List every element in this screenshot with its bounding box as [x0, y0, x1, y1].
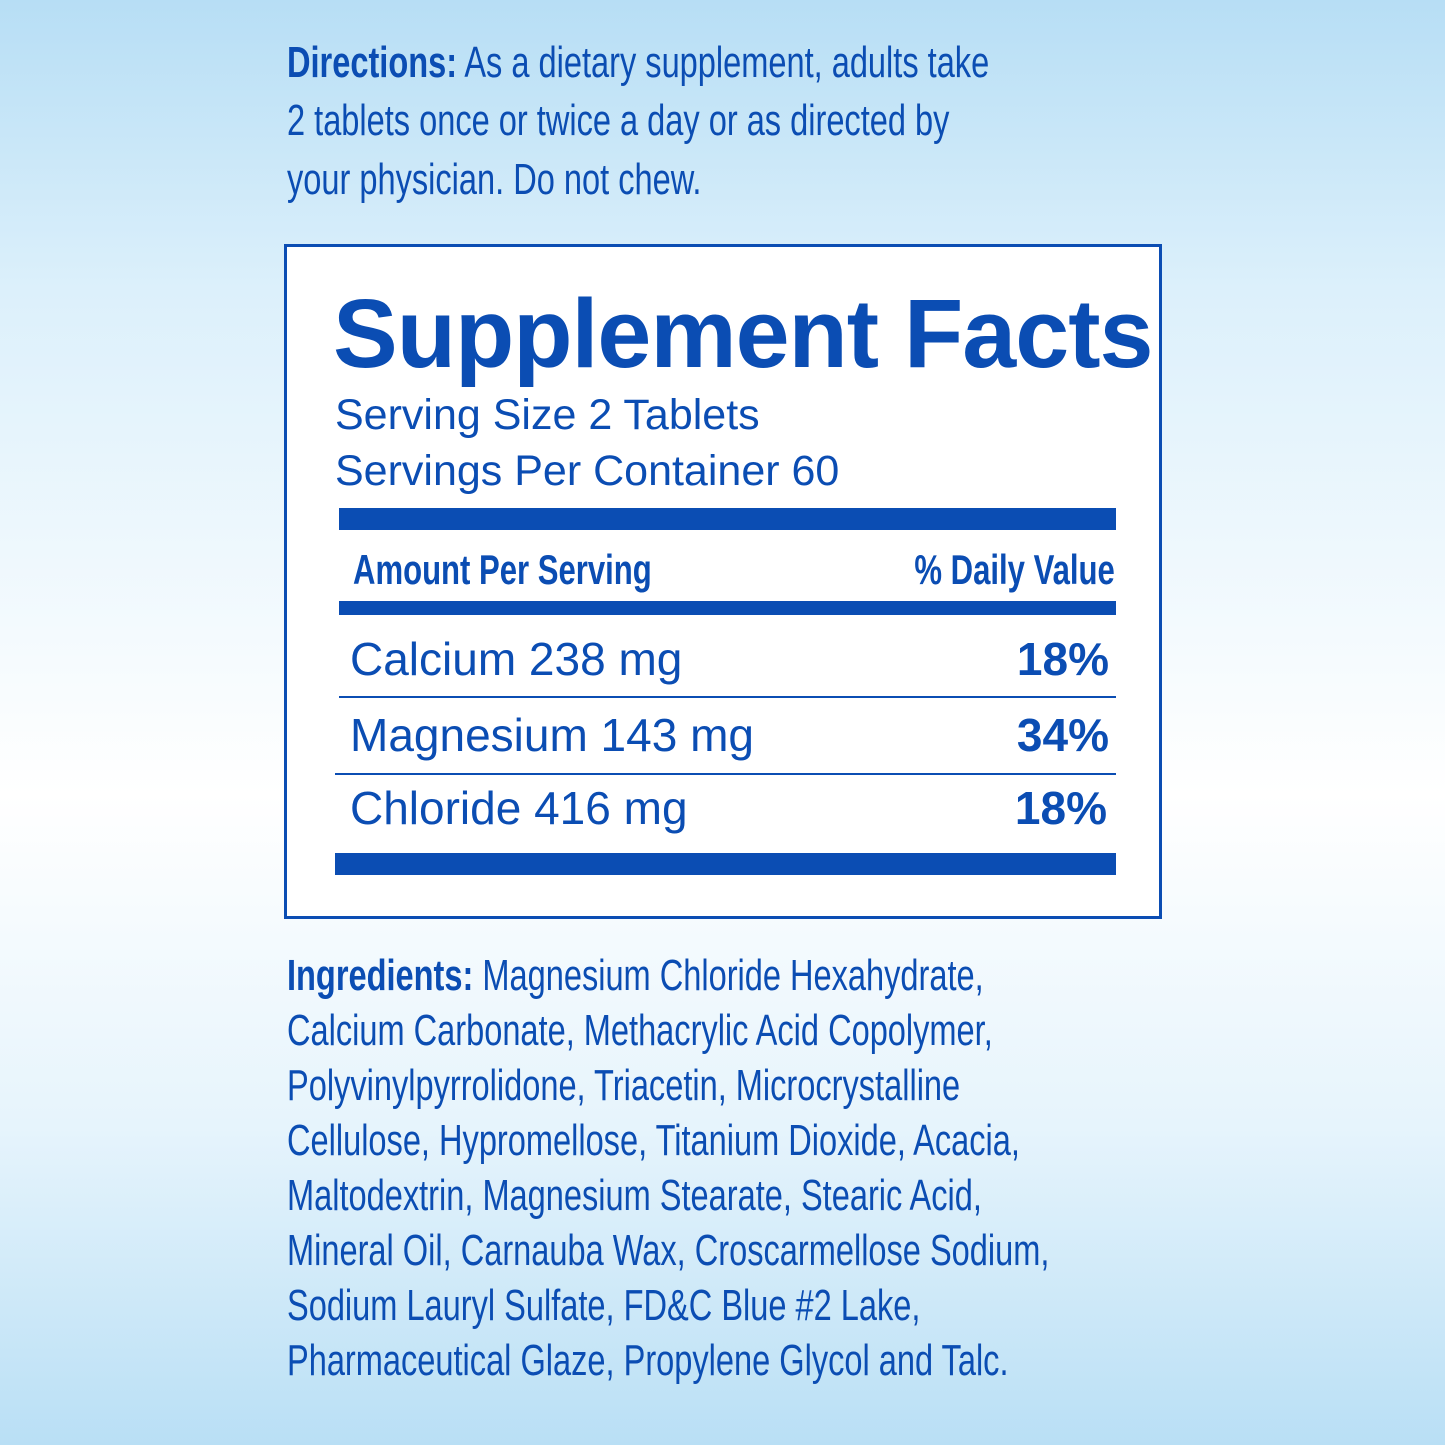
- nutrient-name: Magnesium 143 mg: [350, 709, 754, 761]
- divider-bar: [335, 853, 1116, 875]
- directions-line: As a dietary supplement, adults take: [464, 38, 990, 87]
- serving-size: Serving Size 2 Tablets: [335, 391, 760, 439]
- nutrient-dv: 34%: [1016, 709, 1109, 761]
- directions-line: your physician. Do not chew.: [287, 155, 702, 204]
- ingredients-line: Magnesium Chloride Hexahydrate,: [482, 951, 984, 1000]
- ingredients-line: Cellulose, Hypromellose, Titanium Dioxid…: [287, 1116, 1020, 1165]
- nutrient-name: Calcium 238 mg: [350, 633, 683, 685]
- ingredients-line: Pharmaceutical Glaze, Propylene Glycol a…: [287, 1336, 1009, 1385]
- facts-title: Supplement Facts: [333, 279, 1153, 388]
- servings-per-container: Servings Per Container 60: [335, 447, 840, 495]
- ingredients-line: Maltodextrin, Magnesium Stearate, Steari…: [287, 1171, 982, 1220]
- ingredients-line: Calcium Carbonate, Methacrylic Acid Copo…: [287, 1006, 993, 1055]
- nutrient-name: Chloride 416 mg: [350, 782, 688, 834]
- ingredients-line: Polyvinylpyrrolidone, Triacetin, Microcr…: [287, 1061, 961, 1110]
- supplement-facts-panel: Supplement Facts Serving Size 2 Tablets …: [284, 244, 1162, 919]
- divider-bar: [339, 601, 1116, 615]
- ingredients-line: Mineral Oil, Carnauba Wax, Croscarmellos…: [287, 1226, 1050, 1275]
- divider-bar: [339, 508, 1116, 530]
- nutrient-dv: 18%: [1014, 782, 1107, 834]
- ingredients-line: Sodium Lauryl Sulfate, FD&C Blue #2 Lake…: [287, 1281, 921, 1330]
- header-amount-per-serving: Amount Per Serving: [353, 546, 652, 593]
- header-daily-value: % Daily Value: [914, 546, 1115, 593]
- row-divider: [335, 773, 1116, 775]
- row-divider: [339, 696, 1116, 698]
- directions-label: Directions:: [287, 38, 458, 87]
- ingredients-label: Ingredients:: [287, 951, 474, 1000]
- nutrient-dv: 18%: [1016, 633, 1109, 685]
- directions-line: 2 tablets once or twice a day or as dire…: [287, 96, 950, 145]
